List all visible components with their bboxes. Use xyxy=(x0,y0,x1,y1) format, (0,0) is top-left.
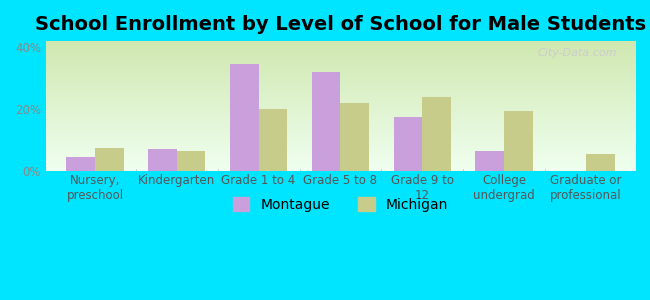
Bar xyxy=(66,157,95,171)
Bar xyxy=(177,151,205,171)
Bar xyxy=(95,148,124,171)
Bar xyxy=(504,111,533,171)
Bar xyxy=(475,151,504,171)
Bar xyxy=(259,109,287,171)
Bar xyxy=(586,154,614,171)
Title: School Enrollment by Level of School for Male Students: School Enrollment by Level of School for… xyxy=(35,15,646,34)
Bar xyxy=(422,97,451,171)
Legend: Montague, Michigan: Montague, Michigan xyxy=(226,190,455,218)
Bar xyxy=(312,72,341,171)
Bar xyxy=(394,117,422,171)
Bar xyxy=(148,149,177,171)
Bar xyxy=(341,103,369,171)
Bar xyxy=(230,64,259,171)
Text: City-Data.com: City-Data.com xyxy=(538,48,618,58)
